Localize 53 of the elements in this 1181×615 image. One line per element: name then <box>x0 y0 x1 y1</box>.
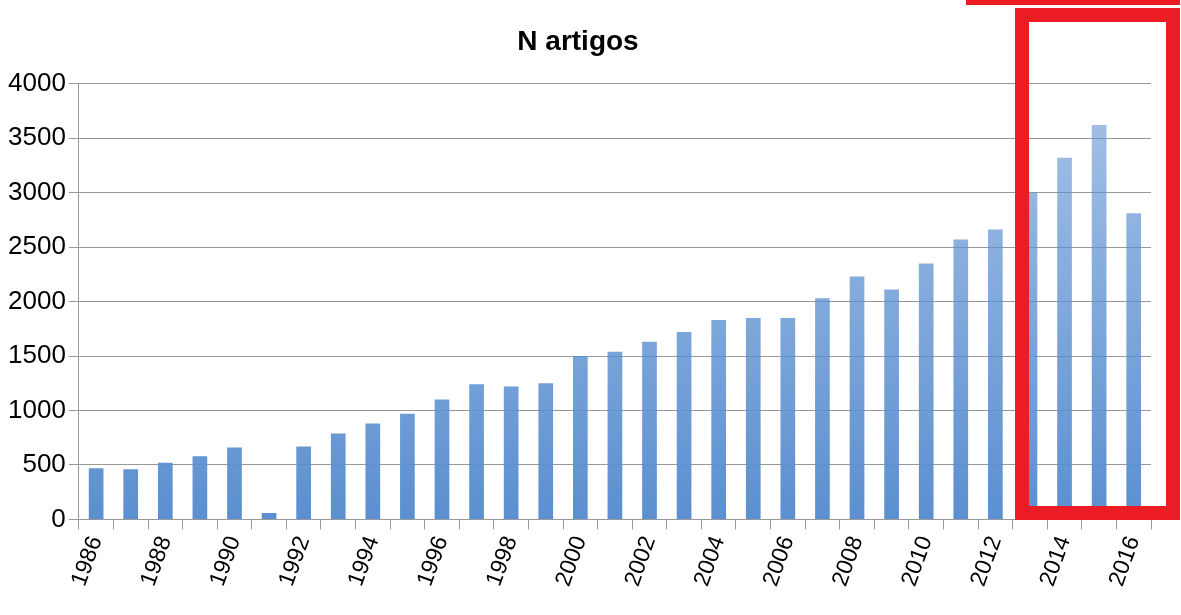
bar <box>503 386 519 519</box>
x-tick-label: 1990 <box>203 532 246 590</box>
bar <box>815 298 830 519</box>
chart-title: N artigos <box>517 24 639 56</box>
y-tick-label: 0 <box>51 502 66 533</box>
x-tick-label: 2016 <box>1102 532 1145 590</box>
bar <box>572 356 588 519</box>
bar <box>918 263 934 519</box>
bar <box>434 399 450 519</box>
y-tick-label: 1000 <box>8 393 66 424</box>
x-tick-label: 2006 <box>756 532 799 590</box>
x-tick-label: 1994 <box>341 532 384 590</box>
y-tick-label: 1500 <box>8 339 66 370</box>
bar <box>296 446 311 519</box>
y-tick-label: 3000 <box>8 175 66 206</box>
bar <box>884 289 899 519</box>
x-tick-label: 2004 <box>687 532 730 590</box>
bar <box>538 383 554 519</box>
bar <box>953 239 969 519</box>
y-tick-label: 3500 <box>8 121 66 152</box>
bar <box>88 468 104 519</box>
bar <box>849 276 865 519</box>
bar <box>676 332 692 519</box>
x-tick-label: 1992 <box>272 532 315 590</box>
x-tick-label: 2000 <box>549 532 591 590</box>
bar <box>745 317 761 519</box>
y-tick-label: 2000 <box>8 284 66 315</box>
y-tick-label: 4000 <box>8 66 66 97</box>
bar <box>192 456 208 519</box>
x-tick-label: 2002 <box>618 532 661 590</box>
bar <box>400 413 415 519</box>
bar <box>469 384 484 519</box>
bar <box>988 229 1003 519</box>
bar <box>157 462 173 519</box>
bar <box>227 447 242 519</box>
bar <box>123 469 139 519</box>
x-tick-label: 2008 <box>825 532 868 590</box>
x-tick-label: 1988 <box>134 532 176 590</box>
x-tick-label: 1996 <box>410 532 453 590</box>
bar <box>330 433 346 519</box>
x-tick-label: 1986 <box>64 532 107 590</box>
bar <box>261 512 277 519</box>
bar <box>607 351 623 519</box>
x-tick-label: 2014 <box>1033 532 1076 590</box>
bar <box>711 320 727 519</box>
bar <box>365 423 381 519</box>
y-tick-label: 2500 <box>8 230 66 261</box>
bar <box>780 317 796 519</box>
bar <box>642 341 657 519</box>
y-tick-label: 500 <box>22 448 66 479</box>
x-tick-label: 2012 <box>964 532 1007 590</box>
x-tick-label: 1998 <box>479 532 522 590</box>
x-tick-label: 2010 <box>894 532 937 590</box>
